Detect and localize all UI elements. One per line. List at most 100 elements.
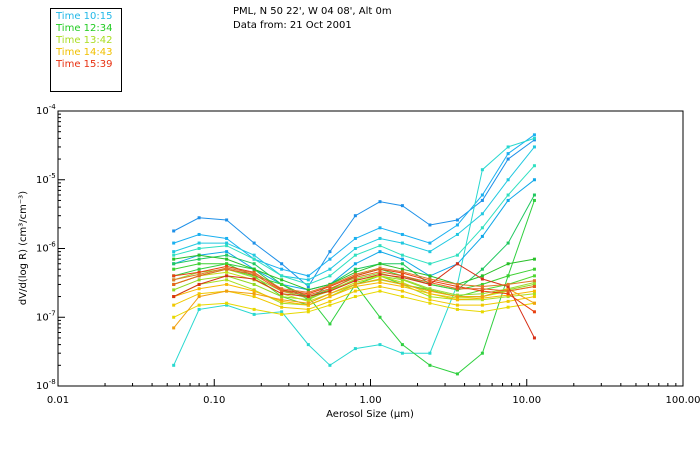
data-point bbox=[225, 264, 229, 268]
y-axis-label: dV/d(log R) (cm³/cm⁻³) bbox=[18, 191, 29, 305]
data-point bbox=[225, 270, 229, 274]
data-point bbox=[280, 298, 284, 302]
data-point bbox=[197, 262, 201, 266]
data-point bbox=[480, 226, 484, 230]
data-point bbox=[428, 289, 432, 293]
data-point bbox=[400, 295, 404, 299]
data-point bbox=[532, 198, 536, 202]
data-point bbox=[306, 285, 310, 289]
data-point bbox=[252, 241, 256, 245]
data-point bbox=[353, 247, 357, 250]
data-point bbox=[172, 315, 176, 319]
data-point bbox=[506, 262, 510, 266]
data-point bbox=[225, 303, 229, 307]
data-point bbox=[306, 307, 310, 311]
data-point bbox=[428, 351, 432, 355]
data-point bbox=[280, 278, 284, 282]
y-tick-label: 10-7 bbox=[36, 309, 56, 323]
data-point bbox=[480, 193, 484, 197]
data-point bbox=[172, 229, 176, 233]
data-point bbox=[455, 282, 459, 286]
data-point bbox=[532, 279, 536, 283]
x-tick-label: 0.10 bbox=[203, 395, 225, 406]
data-point bbox=[428, 262, 432, 266]
data-point bbox=[197, 270, 201, 274]
data-point bbox=[455, 298, 459, 302]
data-point bbox=[328, 363, 332, 367]
data-point bbox=[353, 253, 357, 257]
x-tick-label: 10.00 bbox=[512, 395, 541, 406]
data-point bbox=[455, 296, 459, 300]
data-point bbox=[252, 307, 256, 311]
data-point bbox=[455, 218, 459, 222]
data-point bbox=[225, 282, 229, 286]
data-point bbox=[197, 247, 201, 250]
data-point bbox=[280, 299, 284, 303]
data-point bbox=[280, 312, 284, 316]
data-point bbox=[172, 295, 176, 299]
data-point bbox=[197, 307, 201, 311]
y-tick-label: 10-5 bbox=[36, 172, 56, 186]
data-point bbox=[280, 301, 284, 305]
x-tick-label: 1.00 bbox=[359, 395, 381, 406]
data-point bbox=[480, 292, 484, 296]
data-point bbox=[400, 343, 404, 347]
series-14-43-a bbox=[172, 285, 536, 311]
y-tick-exponent: -6 bbox=[49, 241, 57, 249]
data-point bbox=[197, 282, 201, 286]
data-point bbox=[197, 241, 201, 245]
data-point bbox=[225, 278, 229, 282]
data-point bbox=[532, 267, 536, 271]
data-point bbox=[428, 241, 432, 245]
data-point bbox=[280, 295, 284, 299]
data-point bbox=[172, 274, 176, 278]
data-point bbox=[225, 262, 229, 266]
data-point bbox=[455, 372, 459, 376]
axis-ticks: 0.01 0.10 1.00 10.00 100.00 10-8 10-7 10-6 10-5 1… bbox=[36, 103, 700, 406]
data-point bbox=[480, 198, 484, 202]
data-point bbox=[353, 295, 357, 299]
data-point bbox=[480, 296, 484, 300]
data-point bbox=[197, 287, 201, 291]
data-point bbox=[353, 289, 357, 293]
data-point bbox=[455, 262, 459, 266]
data-point bbox=[532, 281, 536, 285]
data-point bbox=[506, 198, 510, 202]
data-point bbox=[353, 281, 357, 285]
y-tick-exponent: -7 bbox=[49, 309, 56, 317]
data-point bbox=[455, 307, 459, 311]
data-point bbox=[172, 278, 176, 282]
legend-box: Time 10:15 Time 12:34 Time 13:42 Time 14… bbox=[50, 8, 122, 92]
data-point bbox=[506, 274, 510, 278]
data-point bbox=[506, 299, 510, 303]
series-10-15-d bbox=[172, 136, 536, 367]
data-point bbox=[428, 295, 432, 299]
x-axis-label: Aerosol Size (μm) bbox=[326, 409, 414, 420]
data-point bbox=[306, 295, 310, 299]
x-tick-label: 100.00 bbox=[666, 395, 700, 406]
legend-entry-1015: Time 10:15 bbox=[56, 11, 113, 22]
data-point bbox=[252, 275, 256, 279]
data-point bbox=[428, 287, 432, 291]
data-point bbox=[306, 278, 310, 282]
data-point bbox=[506, 152, 510, 156]
data-point bbox=[353, 279, 357, 283]
data-point bbox=[197, 257, 201, 261]
data-point bbox=[480, 285, 484, 289]
data-point bbox=[428, 281, 432, 285]
data-point bbox=[400, 257, 404, 261]
data-point bbox=[197, 272, 201, 276]
data-point bbox=[480, 212, 484, 216]
data-point bbox=[400, 262, 404, 266]
data-point bbox=[306, 301, 310, 305]
data-point bbox=[400, 253, 404, 257]
data-point bbox=[280, 262, 284, 266]
data-point bbox=[172, 326, 176, 330]
data-point bbox=[280, 292, 284, 296]
data-point bbox=[400, 281, 404, 285]
data-point bbox=[532, 289, 536, 293]
data-point bbox=[353, 277, 357, 281]
data-point bbox=[532, 310, 536, 314]
legend-entry-1342: Time 13:42 bbox=[56, 35, 113, 46]
